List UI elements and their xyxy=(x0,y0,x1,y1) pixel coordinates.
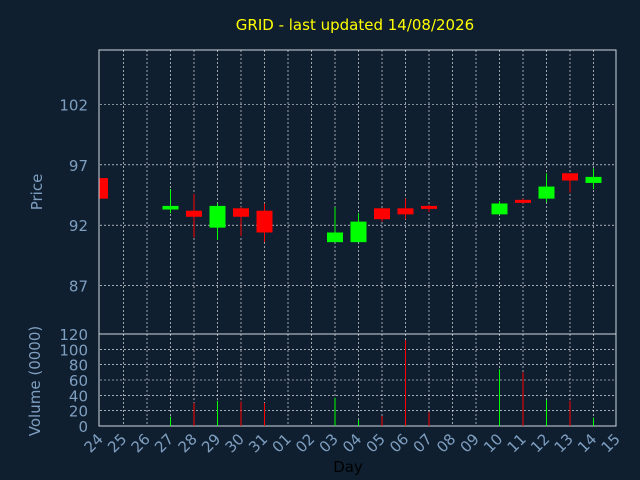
candle-body xyxy=(256,210,273,233)
x-tick-label: 25 xyxy=(104,430,130,456)
x-tick-label: 13 xyxy=(551,430,577,456)
candle-body xyxy=(562,173,578,181)
price-y-tick-label: 97 xyxy=(69,157,88,175)
candle xyxy=(233,207,249,237)
price-y-tick-label: 92 xyxy=(69,217,88,235)
price-panel: 87 92 97 102 Price xyxy=(28,49,617,335)
candle xyxy=(538,173,555,203)
price-y-tick-label: 102 xyxy=(59,96,88,114)
x-axis-ticks: 2425262728293031010203040506070809101112… xyxy=(81,430,624,456)
x-tick-label: 05 xyxy=(363,430,389,456)
x-tick-label: 01 xyxy=(269,430,295,456)
candle xyxy=(397,198,414,220)
candle xyxy=(209,203,226,240)
candle-body xyxy=(186,210,202,217)
volume-y-tick-label: 40 xyxy=(69,387,88,405)
candle xyxy=(99,178,108,199)
volume-y-tick-label: 100 xyxy=(59,341,88,359)
price-plot-frame xyxy=(98,49,617,335)
x-tick-label: 06 xyxy=(386,430,412,456)
candle xyxy=(585,168,602,189)
volume-y-tick-label: 120 xyxy=(59,326,88,344)
x-axis-label: Day xyxy=(333,458,363,476)
x-tick-label: 12 xyxy=(527,430,553,456)
candle-body xyxy=(421,205,437,209)
price-y-tick-label: 87 xyxy=(69,278,88,296)
candle xyxy=(327,207,343,243)
x-tick-label: 04 xyxy=(339,430,365,456)
candle-body xyxy=(209,205,226,228)
candle xyxy=(491,201,508,215)
candle-body xyxy=(350,221,367,243)
volume-axis-label: Volume (0000) xyxy=(26,326,44,436)
x-tick-label: 30 xyxy=(222,430,248,456)
volume-y-tick-label: 60 xyxy=(69,372,88,390)
candle-body xyxy=(491,203,508,215)
x-tick-label: 08 xyxy=(433,430,459,456)
x-tick-label: 11 xyxy=(504,430,530,456)
candle xyxy=(562,173,578,193)
candle-body xyxy=(327,232,343,243)
x-tick-label: 26 xyxy=(128,430,154,456)
candle-body xyxy=(397,208,414,215)
candle-body xyxy=(233,208,249,217)
candle xyxy=(186,193,202,238)
candle xyxy=(162,188,179,214)
candle-body xyxy=(538,186,555,199)
x-tick-label: 09 xyxy=(457,430,483,456)
candles xyxy=(99,168,602,243)
x-tick-label: 15 xyxy=(598,430,624,456)
volume-plot-frame xyxy=(98,333,617,427)
x-tick-label: 29 xyxy=(198,430,224,456)
candle-body xyxy=(585,176,602,183)
volume-bars xyxy=(170,340,594,426)
candle xyxy=(421,204,437,212)
volume-y-tick-label: 20 xyxy=(69,403,88,421)
candle xyxy=(256,203,273,243)
price-axis-label: Price xyxy=(28,174,46,211)
candle xyxy=(374,208,390,222)
x-tick-label: 10 xyxy=(480,430,506,456)
chart-title: GRID - last updated 14/08/2026 xyxy=(236,16,474,34)
candle xyxy=(350,213,367,243)
candle xyxy=(515,198,531,204)
price-y-ticks: 87 92 97 102 xyxy=(59,96,88,295)
volume-y-tick-label: 80 xyxy=(69,357,88,375)
volume-y-tick-label: 0 xyxy=(78,418,88,436)
candle-body xyxy=(515,199,531,203)
x-tick-label: 02 xyxy=(292,430,318,456)
candle-body xyxy=(374,208,390,220)
candle-body xyxy=(162,205,179,210)
x-tick-label: 07 xyxy=(410,430,436,456)
x-tick-label: 28 xyxy=(175,430,201,456)
x-tick-label: 27 xyxy=(151,430,177,456)
x-tick-label: 31 xyxy=(245,430,271,456)
volume-grid xyxy=(100,334,616,426)
candle-body xyxy=(100,178,108,199)
x-tick-label: 14 xyxy=(574,430,600,456)
x-tick-label: 03 xyxy=(316,430,342,456)
